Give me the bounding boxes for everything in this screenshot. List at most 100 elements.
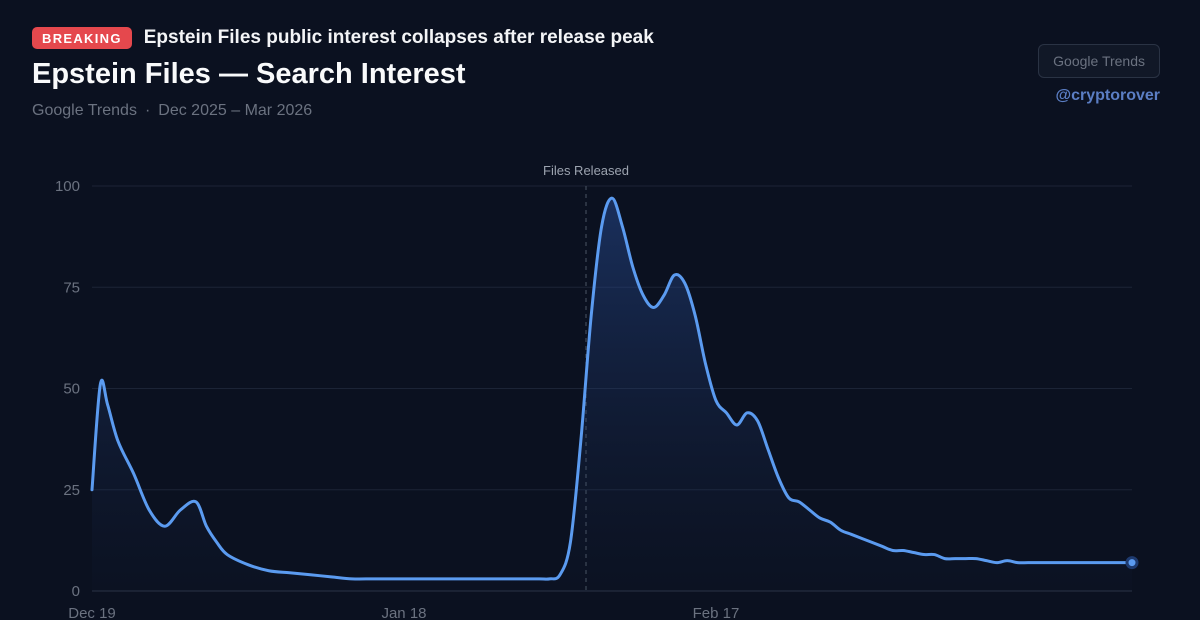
data-point [943,557,947,561]
y-tick-label-75: 75 [63,279,80,296]
chart-subtitle: Google Trends · Dec 2025 – Mar 2026 [32,102,654,120]
data-point [828,520,832,524]
y-tick-label-50: 50 [63,381,80,398]
data-point [600,225,604,229]
data-point [1005,559,1009,563]
data-point [745,411,749,415]
data-point [787,496,791,500]
data-point [392,577,396,581]
data-point [308,573,312,577]
data-point [412,577,416,581]
data-point [579,439,583,443]
data-point [1099,561,1103,565]
data-point [964,557,968,561]
series-line [90,196,1134,581]
data-point [1057,561,1061,565]
data-point [116,439,120,443]
data-point [922,553,926,557]
data-point [704,362,708,366]
data-point [1088,561,1092,565]
x-tick-label-0: Dec 19 [68,605,116,620]
data-point [652,306,656,310]
data-point [1036,561,1040,565]
data-point [132,472,136,476]
data-point [995,561,999,565]
data-point [714,399,718,403]
breaking-row: BREAKING Epstein Files public interest c… [32,27,654,49]
data-point [662,293,666,297]
data-point [901,549,905,553]
x-tick-label-2: Feb 17 [693,605,740,620]
data-point [288,571,292,575]
files-released-label: Files Released [543,163,629,178]
data-point [433,577,437,581]
data-point [932,553,936,557]
data-point [870,540,874,544]
data-point [558,573,562,577]
data-point [1120,561,1124,565]
subtitle-separator: · [144,102,151,119]
data-point [537,577,541,581]
data-point [454,577,458,581]
data-point [163,524,167,528]
x-axis-ticks: Dec 19 Jan 18 Feb 17 [68,605,739,620]
series-points [90,196,1139,581]
data-point [178,508,182,512]
data-point [818,516,822,520]
data-point [475,577,479,581]
data-point [797,500,801,504]
data-point [568,540,572,544]
data-point [1026,561,1030,565]
y-tick-label-0: 0 [72,583,80,600]
data-point [1078,561,1082,565]
data-point [953,557,957,561]
data-point [1109,561,1113,565]
data-point [974,557,978,561]
data-point [225,553,229,557]
y-tick-label-100: 100 [55,178,80,195]
x-tick-label-1: Jan 18 [381,605,426,620]
data-point [756,419,760,423]
data-point [766,447,770,451]
data-point [610,196,614,200]
data-point [735,423,739,427]
data-point [267,569,271,573]
data-point [620,225,624,229]
data-point [1047,561,1051,565]
data-point [808,508,812,512]
data-point [548,577,552,581]
latest-data-point [1125,556,1139,570]
data-point [984,559,988,563]
data-point [106,403,110,407]
data-point [1016,561,1020,565]
data-point [516,577,520,581]
data-point [371,577,375,581]
series-area-fill [92,198,1132,591]
data-point [683,281,687,285]
headline: Epstein Files public interest collapses … [143,27,654,48]
data-point [496,577,500,581]
subtitle-date-range: Dec 2025 – Mar 2026 [158,102,313,119]
data-point [246,563,250,567]
data-point [860,536,864,540]
data-point [839,528,843,532]
data-point [204,524,208,528]
google-trends-button[interactable]: Google Trends [1038,44,1160,78]
data-point [90,488,94,492]
data-point [631,265,635,269]
data-point [693,314,697,318]
author-handle[interactable]: @cryptorover [1055,87,1160,104]
y-tick-label-25: 25 [63,482,80,499]
breaking-badge: BREAKING [32,27,132,49]
data-point [423,577,427,581]
subtitle-source: Google Trends [32,102,137,119]
data-point [891,549,895,553]
data-point [98,382,102,386]
data-point [849,532,853,536]
data-point [1068,561,1072,565]
data-point [215,540,219,544]
data-point [329,575,333,579]
data-point [194,500,198,504]
y-axis-ticks: 0 25 50 75 100 [55,178,80,600]
chart-header: BREAKING Epstein Files public interest c… [32,27,654,120]
